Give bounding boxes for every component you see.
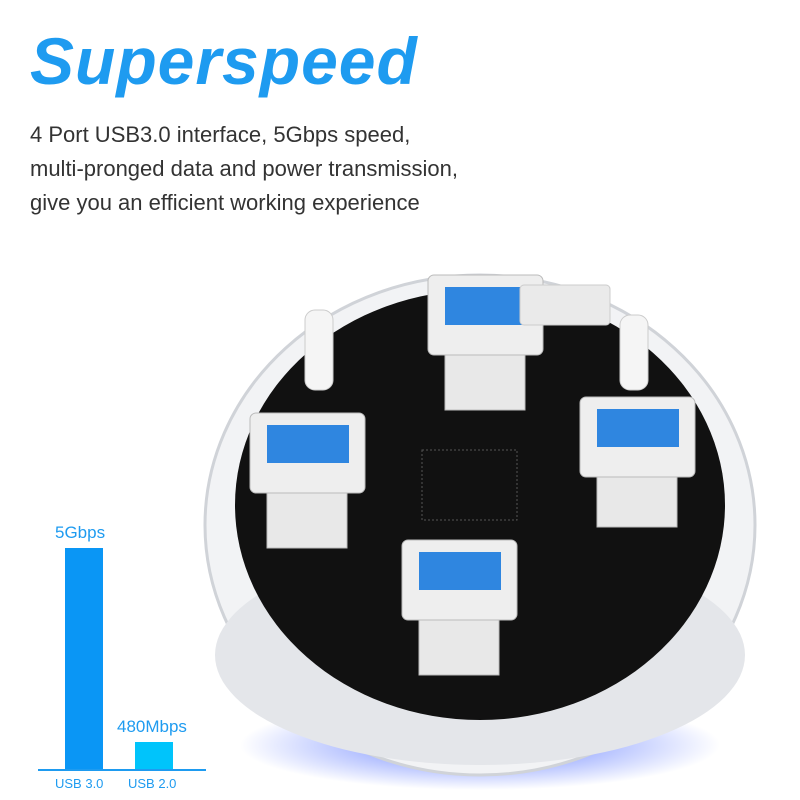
data-label-usb3: 5Gbps (55, 523, 106, 542)
description-line: multi-pronged data and power transmissio… (30, 156, 459, 181)
headline: Superspeed (30, 24, 418, 98)
usb-port (401, 539, 518, 676)
description-line: give you an efficient working experience (30, 190, 420, 215)
tick-label-usb2: USB 2.0 (128, 776, 177, 791)
description: 4 Port USB3.0 interface, 5Gbps speed, mu… (30, 118, 458, 220)
data-label-usb2: 480Mbps (117, 717, 187, 736)
usb-port (249, 412, 366, 549)
bar-usb-3-0 (65, 548, 103, 770)
usb-hub-image (203, 273, 757, 790)
description-line: 4 Port USB3.0 interface, 5Gbps speed, (30, 122, 411, 147)
tick-label-usb3: USB 3.0 (55, 776, 104, 791)
bar-usb-2-0 (135, 742, 173, 770)
usb-port (579, 396, 696, 528)
